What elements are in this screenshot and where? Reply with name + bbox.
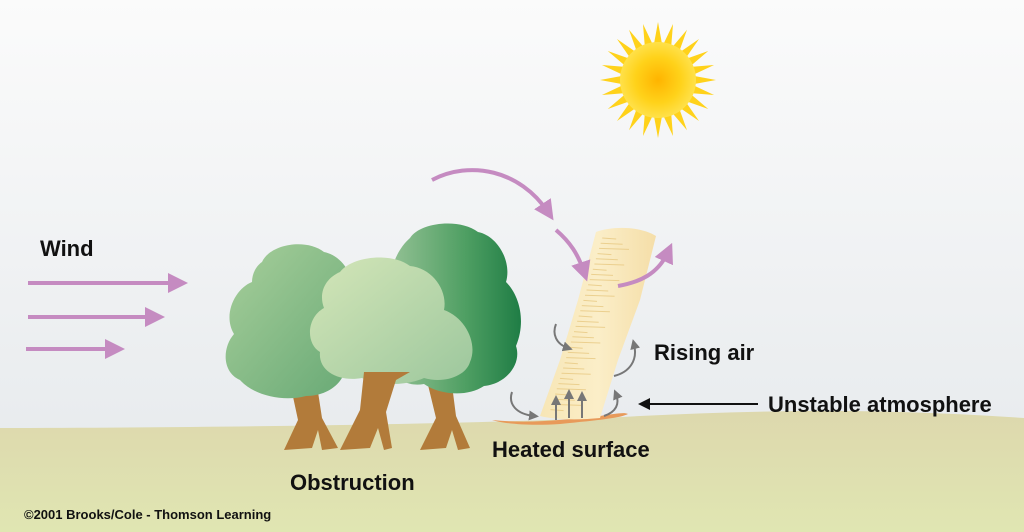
column-texture-stroke [586,289,609,292]
column-texture-stroke [591,273,614,276]
sun-ray [653,113,663,138]
unstable-atmosphere-label: Unstable atmosphere [768,392,992,417]
column-texture-stroke [577,320,599,323]
sun-ray [691,75,716,85]
sun-ray [662,111,674,137]
sun-icon [600,22,716,138]
column-texture-stroke [584,294,615,297]
column-texture-stroke [573,331,588,334]
sun-ray [601,84,627,96]
column-texture-stroke [564,362,578,365]
copyright-label: ©2001 Brooks/Cole - Thomson Learning [24,507,272,522]
column-texture-stroke [583,299,598,302]
column-texture-stroke [580,310,610,313]
tree-trunk-left [284,392,338,450]
column-texture-stroke [550,409,564,412]
sun-ray [662,23,674,49]
column-texture-stroke [589,279,620,282]
heated-surface [492,413,628,425]
column-texture-stroke [595,258,618,261]
column-texture-stroke [592,268,607,271]
outflow-arrow [617,242,673,288]
downdraft-arrow [431,168,554,221]
column-texture-stroke [566,357,596,360]
descending-arrow [554,228,591,282]
heated-surface-label: Heated surface [492,437,650,462]
column-texture-stroke [581,305,604,308]
column-texture-stroke [602,237,617,240]
ground [0,411,1024,532]
column-texture-stroke [558,383,580,386]
column-texture-stroke [575,325,606,328]
sun-ray [601,64,627,76]
sun-ray [600,75,625,85]
sun-ray [642,111,654,137]
column-texture-stroke [599,247,630,250]
sun-ray [689,64,715,76]
rising-air-label: Rising air [654,340,755,365]
column-texture-stroke [561,372,591,375]
eddy-arrows [510,323,641,421]
wind-arrows [26,273,188,359]
column-texture-stroke [578,315,593,318]
sun-ray [689,84,715,96]
column-texture-stroke [572,336,594,339]
column-texture-stroke [563,367,585,370]
column-texture-stroke [597,253,612,256]
tree-trunk-right [420,385,470,450]
obstruction-label: Obstruction [290,470,415,495]
column-texture-stroke [600,242,623,245]
column-texture-stroke [594,263,625,266]
wind-label: Wind [40,236,94,261]
column-texture-stroke [567,351,590,354]
column-texture-stroke [570,341,601,344]
column-texture-stroke [559,377,574,380]
sun-ray [653,22,663,47]
column-texture-stroke [588,284,602,287]
tree-trunk-middle [340,372,410,450]
tree-front [309,257,473,384]
trees-obstruction [225,223,521,450]
sun-ray [642,23,654,49]
